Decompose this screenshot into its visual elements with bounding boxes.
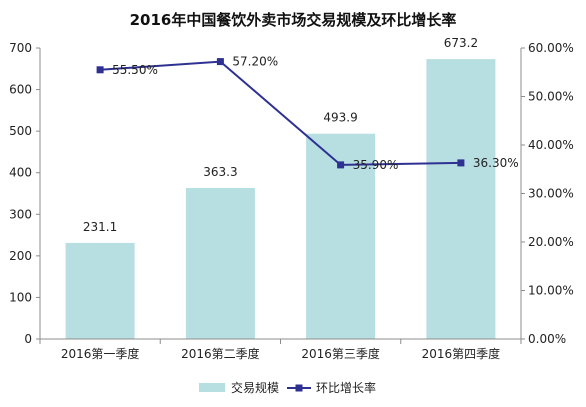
bar-value-label-3: 493.9 — [323, 111, 357, 125]
right-tick-label-0: 0.00% — [528, 332, 566, 346]
right-tick-label-1: 10.00% — [528, 284, 574, 298]
growth-rate-label-1: 55.50% — [112, 63, 158, 77]
growth-rate-label-3: 35.90% — [353, 158, 399, 172]
chart-title: 2016年中国餐饮外卖市场交易规模及环比增长率 — [130, 11, 457, 29]
right-tick-label-3: 30.00% — [528, 187, 574, 201]
bar-2 — [185, 188, 255, 339]
bar-value-label-2: 363.3 — [203, 165, 237, 179]
growth-rate-point-4 — [457, 159, 465, 167]
left-tick-label-4: 400 — [9, 166, 32, 180]
left-tick-label-7: 700 — [9, 41, 32, 55]
left-tick-label-3: 300 — [9, 207, 32, 221]
right-tick-label-6: 60.00% — [528, 41, 574, 55]
bar-1 — [65, 242, 135, 339]
category-label-4: 2016第四季度 — [422, 346, 501, 361]
left-tick-label-1: 100 — [9, 290, 32, 304]
legend: 交易规模 环比增长率 — [199, 380, 376, 395]
bar-value-label-4: 673.2 — [444, 36, 478, 50]
legend-label-growth: 环比增长率 — [316, 380, 376, 395]
left-tick-label-0: 0 — [24, 332, 32, 346]
category-label-2: 2016第二季度 — [181, 346, 260, 361]
legend-marker-growth — [295, 384, 303, 392]
bar-value-label-1: 231.1 — [83, 220, 117, 234]
left-tick-label-5: 500 — [9, 124, 32, 138]
right-tick-label-4: 40.00% — [528, 138, 574, 152]
plot-area: 231.1 363.3 493.9 673.2 0 100 200 300 400 500 600 7… — [9, 36, 574, 361]
growth-rate-line — [100, 60, 461, 166]
legend-swatch-bar — [199, 383, 225, 392]
growth-rate-label-4: 36.30% — [473, 156, 519, 170]
growth-rate-label-2: 57.20% — [232, 55, 278, 69]
category-label-1: 2016第一季度 — [61, 346, 140, 361]
left-tick-label-6: 600 — [9, 83, 32, 97]
growth-rate-point-2 — [216, 58, 224, 66]
right-tick-label-2: 20.00% — [528, 235, 574, 249]
category-label-3: 2016第三季度 — [301, 346, 380, 361]
right-tick-label-5: 50.00% — [528, 90, 574, 104]
growth-rate-point-1 — [96, 66, 104, 74]
legend-label-bar: 交易规模 — [231, 380, 279, 395]
left-tick-label-2: 200 — [9, 249, 32, 263]
bar-4 — [426, 59, 496, 339]
growth-rate-point-3 — [337, 161, 345, 169]
